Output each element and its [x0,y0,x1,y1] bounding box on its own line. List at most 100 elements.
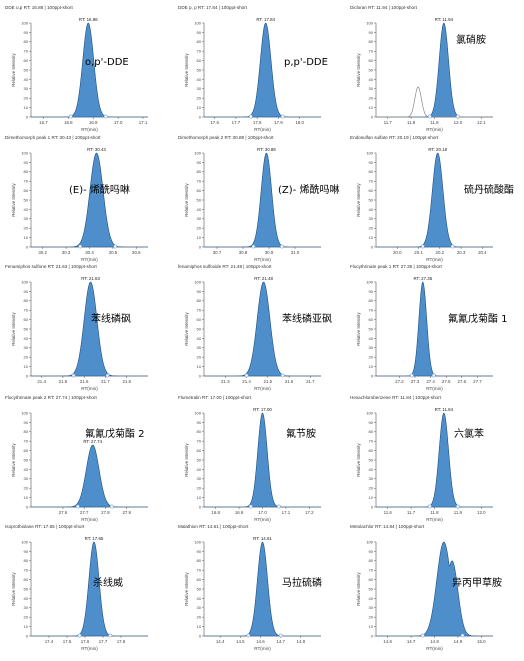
y-tick-label: 100 [194,279,201,284]
compound-label: p,p'-DDE [284,57,328,68]
chromatogram-plot: 0 10 20 30 40 50 60 70 80 90 100 11.6 11.7 11.8 11.9 12… [356,407,493,522]
peak-rt-label: RT: 30.43 [87,147,106,152]
y-tick-label: 10 [24,235,29,240]
peak-area [204,412,321,508]
y-axis-label: Relative Intensity [11,52,16,86]
y-tick-label: 90 [197,420,202,425]
y-tick-label: 40 [24,467,29,472]
chromatogram-plot: 0 10 20 30 40 50 60 70 80 90 100 14.4 14.5 14.6 14.7 14… [184,536,321,651]
x-tick-label: 16.7 [39,120,48,125]
peak-area [204,281,321,377]
x-tick-label: 17.8 [117,639,126,644]
y-tick-label: 50 [369,586,374,591]
y-tick-label: 60 [369,577,374,582]
x-tick-label: 30.4 [85,250,94,255]
peak-area [376,412,493,508]
y-tick-label: 40 [24,336,29,341]
y-tick-label: 20 [24,486,29,491]
panel-title: Dicloran RT: 11.94 | 100ppt-short [350,5,417,10]
x-tick-label: 17.2 [305,510,314,515]
y-tick-label: 70 [369,179,374,184]
peak-rt-label: RT: 17.00 [253,407,272,412]
x-tick-label: 30.5 [109,250,118,255]
x-tick-label: 20.3 [457,250,466,255]
y-tick-label: 70 [369,308,374,313]
x-axis-label: RT(min) [426,127,443,132]
y-tick-label: 0 [26,633,29,638]
y-tick-label: 10 [197,105,202,110]
peak-area [204,22,321,118]
integration-marker [248,114,253,119]
x-tick-label: 27.9 [122,510,131,515]
compound-label: 马拉硫磷 [282,578,322,589]
panel-title: Fenamiphos sulfone RT: 21.63 | 100ppt-sh… [5,264,97,269]
y-tick-label: 30 [24,476,29,481]
x-axis-label: RT(min) [254,517,271,522]
y-tick-label: 70 [197,439,202,444]
peak-rt-label: RT: 11.84 [435,407,454,412]
y-axis-label: Relative Intensity [11,182,16,216]
y-tick-label: 90 [369,549,374,554]
y-tick-label: 60 [24,58,29,63]
y-tick-label: 10 [369,495,374,500]
x-tick-label: 16.9 [89,120,98,125]
x-tick-label: 20.2 [436,250,445,255]
y-tick-label: 80 [369,298,374,303]
x-tick-label: 27.5 [442,379,451,384]
y-tick-label: 90 [24,289,29,294]
y-tick-label: 20 [197,486,202,491]
x-tick-label: 21.6 [80,379,89,384]
y-tick-label: 0 [371,504,374,509]
integration-marker [103,114,108,119]
integration-marker [108,633,113,638]
x-tick-label: 12.0 [477,510,486,515]
y-tick-label: 50 [24,457,29,462]
peak-area [31,22,148,118]
x-tick-label: 14.7 [407,639,416,644]
integration-marker [244,373,249,378]
y-tick-label: 20 [24,226,29,231]
y-tick-label: 30 [197,216,202,221]
panel-title: Metolachlor RT: 14.84 | 100ppt-short [350,524,425,529]
y-axis-label: Relative Intensity [184,571,189,605]
integration-marker [280,373,285,378]
chromatogram-panel: Flumetralin RT: 17.00 | 100ppt-short 0 10 2… [178,395,343,523]
y-tick-label: 10 [197,495,202,500]
integration-marker [278,633,283,638]
y-tick-label: 80 [24,169,29,174]
y-tick-label: 70 [369,49,374,54]
y-tick-label: 90 [369,420,374,425]
y-tick-label: 10 [24,364,29,369]
y-tick-label: 40 [369,596,374,601]
panel-title: Flucythrinate peak 1 RT: 27.35 | 100ppt-… [350,264,442,269]
x-tick-label: 27.8 [101,510,110,515]
y-tick-label: 40 [24,77,29,82]
y-tick-label: 60 [197,317,202,322]
x-axis-label: RT(min) [426,257,443,262]
chromatogram-panel: DDE o,p RT: 16.88 | 100ppt-short 0 10 20 30 4… [5,5,170,133]
y-tick-label: 70 [369,568,374,573]
y-tick-label: 70 [24,308,29,313]
x-tick-label: 14.7 [276,639,285,644]
peak-rt-label: RT: 14.61 [253,536,272,541]
x-tick-label: 11.6 [384,510,393,515]
x-tick-label: 16.8 [211,510,220,515]
x-tick-label: 18.0 [295,120,304,125]
y-tick-label: 70 [24,179,29,184]
y-tick-label: 70 [197,179,202,184]
y-tick-label: 20 [197,96,202,101]
y-tick-label: 10 [369,624,374,629]
x-tick-label: 30.2 [38,250,47,255]
chromatogram-plot: 0 10 20 30 40 50 60 70 80 90 100 20.0 20.1 20.2 20.3 20… [356,147,493,262]
peak-area [376,152,493,248]
x-axis-label: RT(min) [254,386,271,391]
y-tick-label: 60 [24,448,29,453]
chromatogram-plot: 0 10 20 30 40 50 60 70 80 90 100 17.4 17.5 17.6 17.7 17… [11,536,148,651]
y-tick-label: 0 [371,244,374,249]
y-tick-label: 60 [24,317,29,322]
y-tick-label: 80 [197,429,202,434]
y-tick-label: 20 [24,355,29,360]
y-tick-label: 40 [197,336,202,341]
chromatogram-plot: 0 10 20 30 40 50 60 70 80 90 100 27.6 27.7 27.8 27.9 Re… [11,410,148,522]
y-tick-label: 60 [369,58,374,63]
